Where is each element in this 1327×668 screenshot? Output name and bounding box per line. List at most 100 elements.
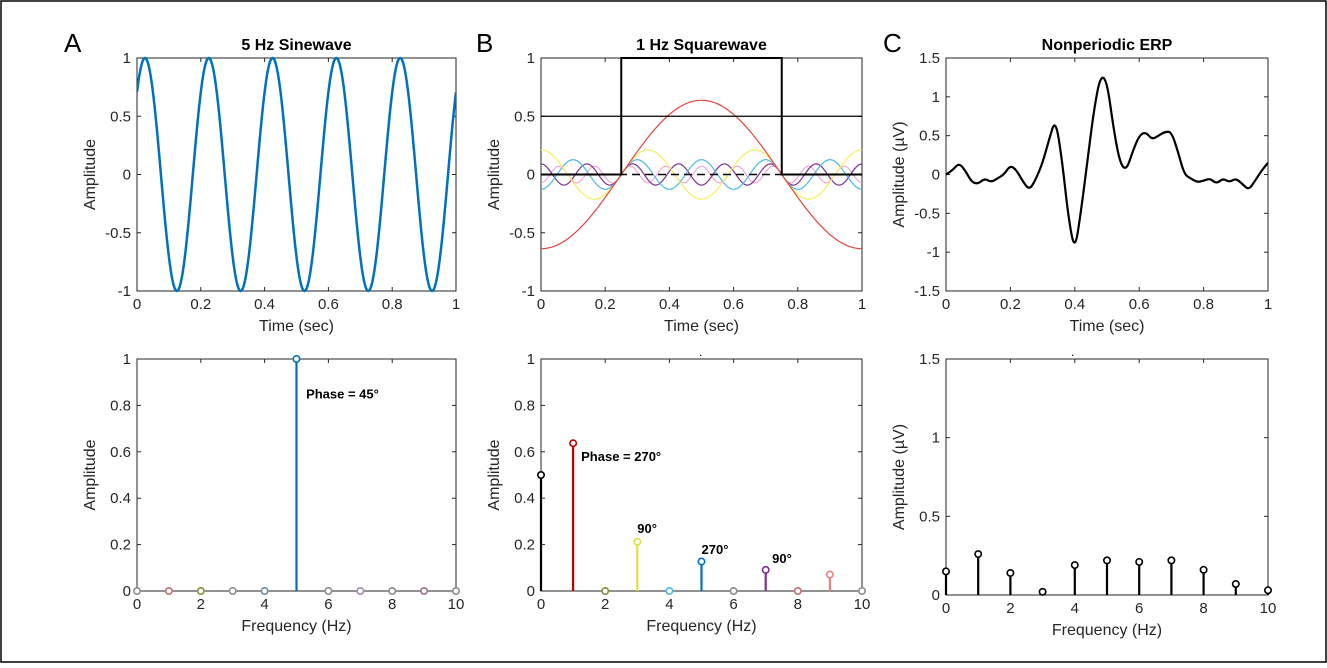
x-tick-label: 4 bbox=[1071, 600, 1079, 617]
stem-marker bbox=[164, 586, 173, 595]
y-tick-label: 0.6 bbox=[514, 444, 535, 461]
y-tick-label: 0 bbox=[932, 587, 940, 604]
x-tick-label: 0.6 bbox=[723, 296, 744, 313]
x-axis-label: Time (sec) bbox=[1070, 318, 1145, 335]
stem-marker bbox=[729, 586, 738, 595]
stem-marker bbox=[133, 586, 142, 595]
stem-marker bbox=[388, 586, 397, 595]
x-tick-label: 0 bbox=[537, 296, 545, 313]
harmonic-5hz-line bbox=[541, 159, 862, 190]
stem-marker bbox=[1264, 586, 1273, 595]
phase-annotation: 90° bbox=[637, 521, 657, 536]
phase-annotation: 270° bbox=[702, 542, 729, 557]
stem-marker bbox=[857, 586, 866, 595]
y-axis-label: Amplitude bbox=[486, 139, 503, 210]
phase-annotation: 90° bbox=[772, 551, 792, 566]
x-tick-label: 0.2 bbox=[595, 296, 616, 313]
x-tick-label: 0.8 bbox=[382, 296, 403, 313]
sine-wave-line bbox=[137, 56, 456, 293]
x-tick-label: 10 bbox=[448, 596, 465, 613]
y-tick-label: 0 bbox=[123, 167, 131, 184]
y-tick-label: -0.5 bbox=[914, 205, 940, 222]
stray-dot-b: . bbox=[699, 345, 702, 359]
y-tick-label: -0.5 bbox=[509, 225, 535, 242]
x-tick-label: 0 bbox=[537, 596, 545, 613]
chart-title: 1 Hz Squarewave bbox=[636, 37, 767, 54]
x-tick-label: 4 bbox=[665, 596, 673, 613]
x-tick-label: 8 bbox=[388, 596, 396, 613]
y-tick-label: -0.5 bbox=[105, 225, 131, 242]
phase-annotation: Phase = 45° bbox=[306, 386, 379, 401]
stem-marker bbox=[601, 586, 610, 595]
x-tick-label: 1 bbox=[1264, 296, 1272, 313]
x-tick-label: 4 bbox=[260, 596, 268, 613]
stem-marker bbox=[196, 586, 205, 595]
x-axis-label: Frequency (Hz) bbox=[241, 618, 351, 635]
plot-area bbox=[540, 358, 863, 592]
y-tick-label: 0 bbox=[527, 167, 535, 184]
x-tick-label: 0.8 bbox=[787, 296, 808, 313]
x-tick-label: 0.2 bbox=[190, 296, 211, 313]
y-axis-label: Amplitude bbox=[486, 439, 503, 510]
y-tick-label: 0 bbox=[932, 167, 940, 184]
panel-letter-c: C bbox=[883, 28, 902, 58]
stem-marker bbox=[1070, 561, 1079, 570]
y-tick-label: 0.2 bbox=[514, 537, 535, 554]
x-tick-label: 6 bbox=[324, 596, 332, 613]
y-tick-label: 1 bbox=[123, 351, 131, 368]
stem-marker bbox=[228, 586, 237, 595]
x-tick-label: 0.8 bbox=[1193, 296, 1214, 313]
y-tick-label: 1 bbox=[527, 351, 535, 368]
y-tick-label: 0.5 bbox=[514, 108, 535, 125]
stem-marker bbox=[1231, 579, 1240, 588]
plot-b-spectrum: 0 2 4 6 8 10 0 0.2 0.4 0.6 0.8 1 Frequency (Hz) Ampli… bbox=[486, 351, 870, 635]
stem-marker bbox=[1135, 557, 1144, 566]
x-tick-label: 0.4 bbox=[1064, 296, 1085, 313]
x-tick-label: 0.6 bbox=[1129, 296, 1150, 313]
x-tick-label: 2 bbox=[197, 596, 205, 613]
y-tick-label: 1 bbox=[527, 50, 535, 67]
y-tick-label: 0.8 bbox=[514, 397, 535, 414]
y-tick-label: 1 bbox=[123, 50, 131, 67]
y-tick-label: 0.4 bbox=[514, 490, 535, 507]
x-tick-label: 0.6 bbox=[318, 296, 339, 313]
x-axis-label: Frequency (Hz) bbox=[1052, 622, 1162, 639]
x-tick-label: 10 bbox=[1260, 600, 1277, 617]
y-tick-label: 1.5 bbox=[919, 351, 940, 368]
chart-title: Nonperiodic ERP bbox=[1042, 37, 1173, 54]
x-tick-label: 0.4 bbox=[254, 296, 275, 313]
x-axis-label: Time (sec) bbox=[664, 318, 739, 335]
x-tick-label: 2 bbox=[601, 596, 609, 613]
y-tick-label: -1 bbox=[522, 283, 535, 300]
x-tick-label: 8 bbox=[1199, 600, 1207, 617]
plot-area bbox=[945, 57, 1269, 292]
stem-marker bbox=[1103, 556, 1112, 565]
y-tick-label: -1 bbox=[118, 283, 131, 300]
chart-title: 5 Hz Sinewave bbox=[241, 37, 351, 54]
harmonic-9hz-line bbox=[541, 165, 862, 184]
y-axis-label: Amplitude bbox=[82, 139, 99, 210]
y-axis-label: Amplitude (µV) bbox=[891, 121, 908, 227]
stem-marker bbox=[825, 570, 834, 579]
stem-marker bbox=[974, 550, 983, 559]
stem-marker bbox=[665, 586, 674, 595]
x-tick-label: 0 bbox=[942, 600, 950, 617]
y-tick-label: 1.5 bbox=[919, 50, 940, 67]
x-axis-label: Frequency (Hz) bbox=[646, 618, 756, 635]
x-tick-label: 0.4 bbox=[659, 296, 680, 313]
stem-marker bbox=[292, 354, 301, 363]
y-tick-label: 0.2 bbox=[110, 537, 131, 554]
panel-letter-b: B bbox=[476, 28, 493, 58]
stem-marker bbox=[569, 439, 578, 448]
x-tick-label: 1 bbox=[452, 296, 460, 313]
stem-marker bbox=[793, 586, 802, 595]
panel-letter-a: A bbox=[64, 28, 82, 58]
y-axis-label: Amplitude (µV) bbox=[891, 424, 908, 530]
erp-waveform-line bbox=[946, 76, 1268, 244]
stem-marker bbox=[941, 567, 950, 576]
stem-marker bbox=[633, 537, 642, 546]
x-tick-label: 0 bbox=[942, 296, 950, 313]
x-tick-label: 6 bbox=[1135, 600, 1143, 617]
square-wave-line bbox=[541, 57, 862, 176]
